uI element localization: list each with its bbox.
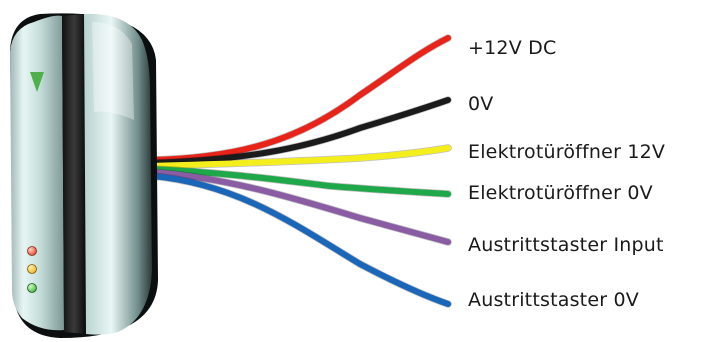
wire-label-door-opener-0v: Elektrotüröffner 0V [468,182,653,204]
wire-label-door-opener-12v: Elektrotüröffner 12V [468,141,666,163]
indicator-triangle-icon [30,72,44,92]
device-right-panel [84,13,152,335]
wire-black-0v [147,97,451,166]
wire-red-12v [147,35,451,163]
status-led-red [27,246,37,256]
wire-label-12v-dc: +12V DC [468,37,557,59]
wire-bundle [146,34,452,308]
wire-label-exit-button-0v: Austrittstaster 0V [468,289,639,311]
wire-blue-exit-0v [149,173,451,307]
status-led-amber [27,264,37,274]
status-led-green [27,283,37,293]
wire-yellow-door-12v [147,145,451,169]
device-center-stripe [62,14,86,334]
wire-red-12v-outline [146,34,452,164]
device-highlight [92,22,134,120]
wire-label-exit-button-input: Austrittstaster Input [468,234,664,256]
wire-green-door-0v [147,166,451,197]
wire-purple-exit-input [149,169,451,245]
card-reader-device [10,13,158,339]
device-left-panel [10,15,64,331]
wire-label-0v: 0V [468,93,494,115]
